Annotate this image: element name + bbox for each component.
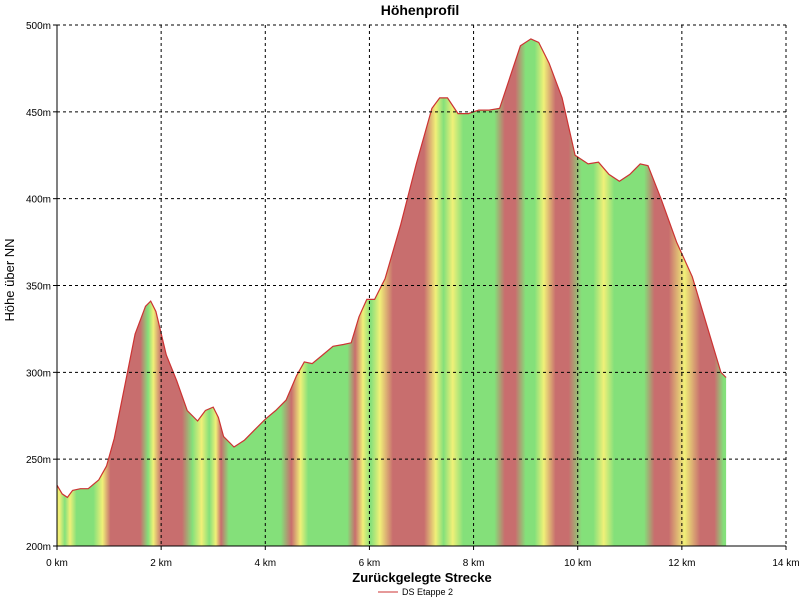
x-tick-label: 12 km [668,558,695,569]
y-tick-label: 500m [26,21,51,32]
x-tick-label: 4 km [254,558,276,569]
x-tick-label: 0 km [46,558,68,569]
x-tick-label: 8 km [463,558,485,569]
y-tick-label: 400m [26,195,51,206]
x-tick-label: 10 km [564,558,591,569]
y-tick-label: 450m [26,108,51,119]
chart-title: Höhenprofil [381,2,460,18]
legend: DS Etappe 2 [378,587,453,597]
y-tick-label: 350m [26,282,51,293]
y-tick-labels: 200m 250m 300m 350m 400m 450m 500m [26,21,57,553]
x-axis-label: Zurückgelegte Strecke [352,570,491,585]
x-tick-labels: 0 km 2 km 4 km 6 km 8 km 10 km 12 km 14 km [46,546,800,569]
legend-label: DS Etappe 2 [402,587,453,597]
y-axis-label: Höhe über NN [2,238,17,321]
y-tick-label: 300m [26,368,51,379]
elevation-area [57,38,727,547]
y-tick-label: 200m [26,542,51,553]
elevation-line [56,38,727,499]
elevation-area-layer [56,38,727,547]
x-tick-label: 6 km [359,558,381,569]
y-tick-label: 250m [26,455,51,466]
x-tick-label: 14 km [772,558,799,569]
x-tick-label: 2 km [150,558,172,569]
grid-lines [57,24,787,546]
